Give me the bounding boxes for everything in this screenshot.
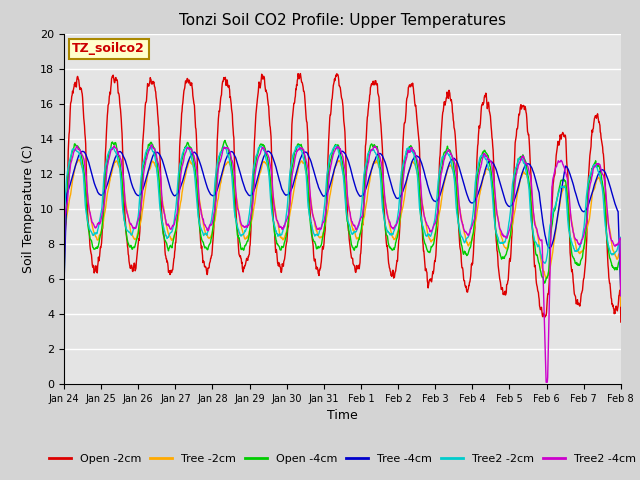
Y-axis label: Soil Temperature (C): Soil Temperature (C) bbox=[22, 144, 35, 273]
Legend: Open -2cm, Tree -2cm, Open -4cm, Tree -4cm, Tree2 -2cm, Tree2 -4cm: Open -2cm, Tree -2cm, Open -4cm, Tree -4… bbox=[44, 449, 640, 468]
Title: Tonzi Soil CO2 Profile: Upper Temperatures: Tonzi Soil CO2 Profile: Upper Temperatur… bbox=[179, 13, 506, 28]
X-axis label: Time: Time bbox=[327, 409, 358, 422]
Text: TZ_soilco2: TZ_soilco2 bbox=[72, 42, 145, 55]
